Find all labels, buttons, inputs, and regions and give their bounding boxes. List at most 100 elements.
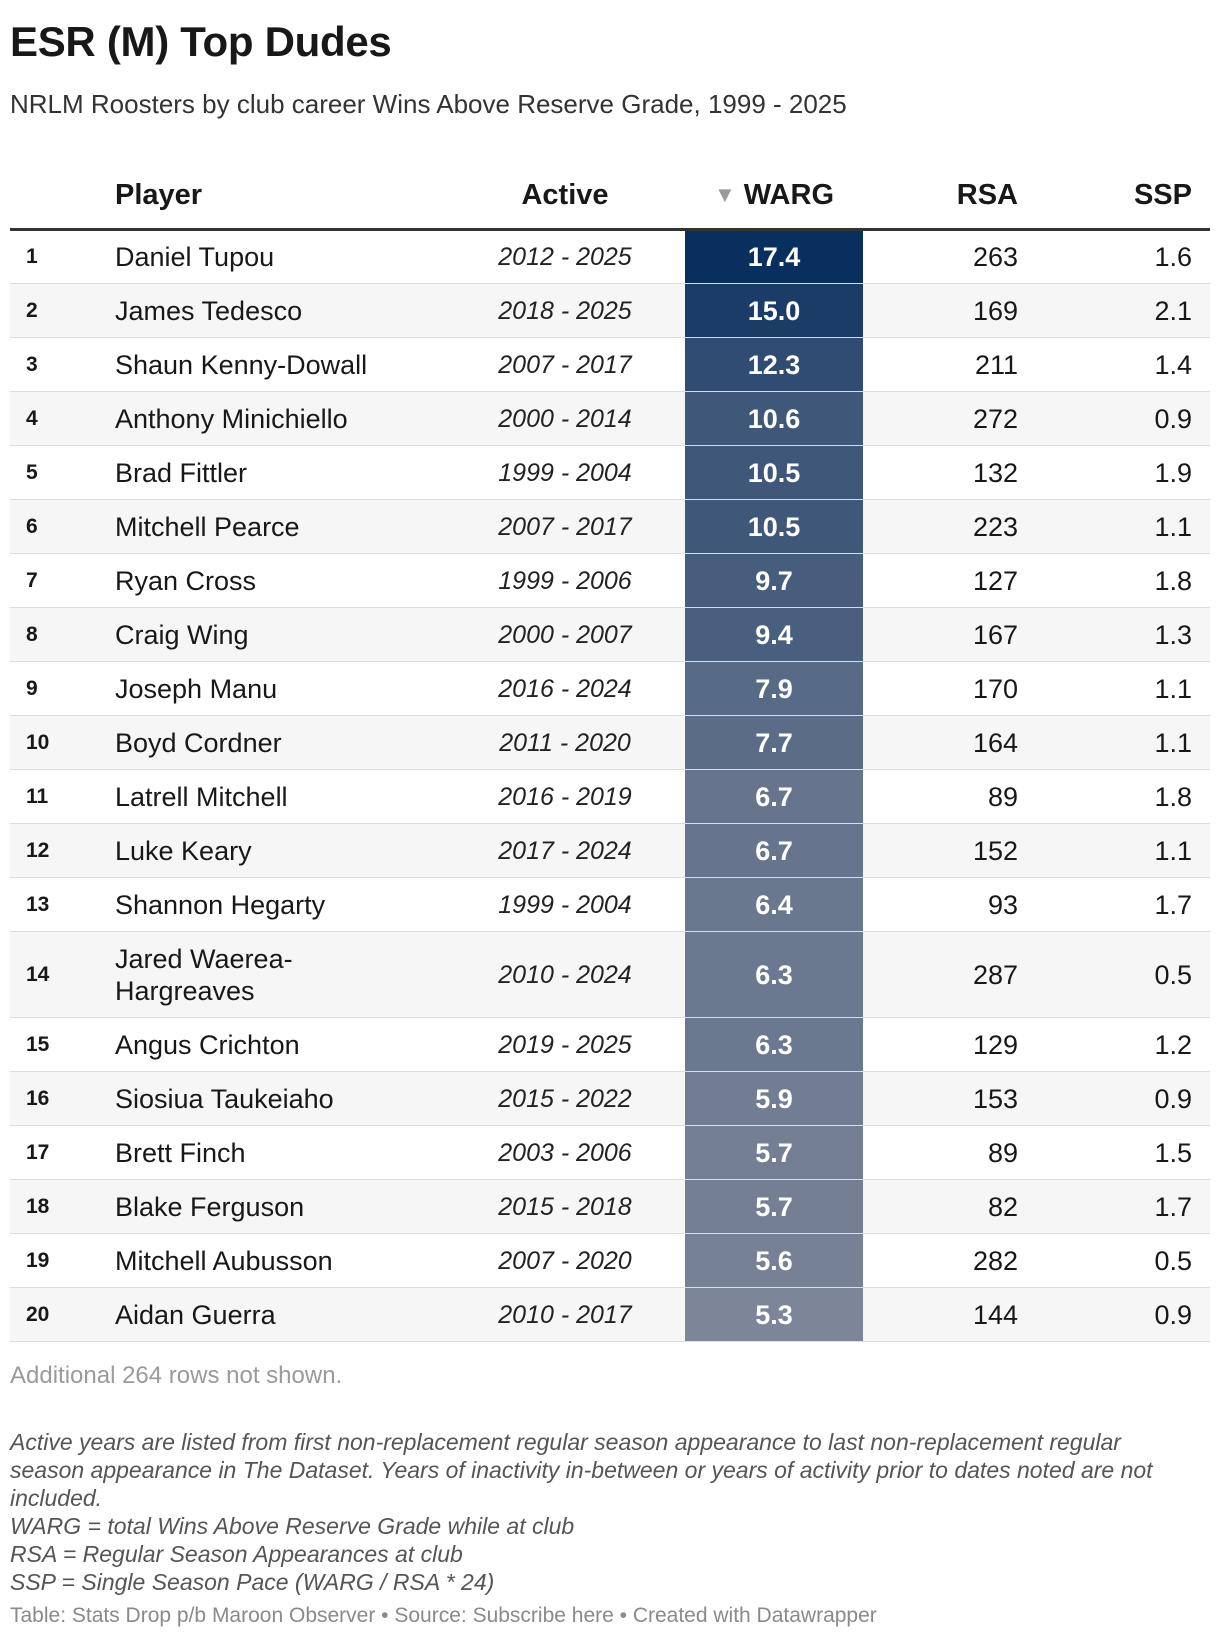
cell-ssp: 1.2	[1154, 1029, 1192, 1060]
chart-title: ESR (M) Top Dudes	[10, 18, 392, 65]
cell-warg: 17.4	[685, 229, 863, 284]
cell-active: 2011 - 2020	[499, 728, 631, 757]
table-row: 20 Aidan Guerra 2010 - 2017 5.3 144 0.9	[10, 1287, 1210, 1342]
table-row: 1 Daniel Tupou 2012 - 2025 17.4 263 1.6	[10, 229, 1210, 284]
sort-down-icon: ▼	[714, 181, 736, 207]
table-row: 16 Siosiua Taukeiaho 2015 - 2022 5.9 153 0.9	[10, 1071, 1210, 1126]
cell-ssp: 1.6	[1154, 242, 1192, 272]
cell-player: Siosiua Taukeiaho	[115, 1083, 334, 1114]
cell-player: Craig Wing	[115, 619, 249, 650]
header-active-label: Active	[521, 178, 609, 211]
table-row: 19 Mitchell Aubusson 2007 - 2020 5.6 282 0.5	[10, 1233, 1210, 1288]
cell-ssp: 1.5	[1154, 1137, 1192, 1168]
cell-warg: 10.5	[685, 499, 863, 554]
cell-ssp: 1.8	[1154, 565, 1192, 596]
cell-active: 2010 - 2017	[498, 1300, 632, 1329]
cell-warg: 5.6	[685, 1233, 863, 1288]
cell-player: Joseph Manu	[115, 673, 278, 704]
cell-active: 2016 - 2019	[498, 782, 632, 811]
header-rsa[interactable]: RSA	[863, 162, 1018, 231]
cell-rsa: 82	[987, 1191, 1018, 1222]
cell-rsa: 164	[972, 727, 1018, 758]
cell-ssp: 0.9	[1154, 1083, 1192, 1114]
cell-warg: 10.5	[685, 445, 863, 500]
cell-rank: 18	[26, 1194, 50, 1218]
header-rsa-label: RSA	[956, 178, 1018, 211]
note-rsa: RSA = Regular Season Appearances at club	[10, 1541, 463, 1567]
note-active-years: Active years are listed from first non-r…	[10, 1429, 1153, 1511]
cell-ssp: 0.9	[1154, 1299, 1192, 1330]
cell-rsa: 153	[972, 1083, 1018, 1114]
cell-player: Shaun Kenny-Dowall	[115, 349, 368, 380]
header-active[interactable]: Active	[445, 162, 685, 231]
cell-ssp: 0.9	[1154, 403, 1192, 434]
cell-rank: 16	[26, 1086, 50, 1110]
cell-warg: 15.0	[685, 283, 863, 338]
cell-player: Boyd Cordner	[115, 727, 282, 758]
cell-rsa: 287	[972, 959, 1018, 990]
cell-ssp: 1.1	[1154, 835, 1192, 866]
cell-warg: 6.3	[685, 1017, 863, 1072]
cell-warg: 5.7	[685, 1125, 863, 1180]
cell-ssp: 1.7	[1154, 889, 1192, 920]
cell-rsa: 144	[972, 1299, 1018, 1330]
cell-warg: 5.3	[685, 1287, 863, 1342]
cell-rsa: 223	[972, 511, 1018, 542]
notes: Active years are listed from first non-r…	[10, 1428, 1190, 1596]
cell-ssp: 1.1	[1154, 727, 1192, 758]
cell-player: Latrell Mitchell	[115, 781, 288, 812]
cell-warg: 6.7	[685, 769, 863, 824]
cell-ssp: 1.1	[1154, 673, 1192, 704]
header-ssp[interactable]: SSP	[1018, 162, 1210, 231]
cell-rsa: 170	[972, 673, 1018, 704]
cell-ssp: 2.1	[1154, 295, 1192, 326]
table-row: 15 Angus Crichton 2019 - 2025 6.3 129 1.2	[10, 1017, 1210, 1072]
cell-active: 2000 - 2007	[498, 620, 632, 649]
cell-active: 2003 - 2006	[498, 1138, 632, 1167]
table-row: 5 Brad Fittler 1999 - 2004 10.5 132 1.9	[10, 445, 1210, 500]
cell-active: 2012 - 2025	[498, 243, 632, 271]
cell-rsa: 89	[987, 1137, 1018, 1168]
table-row: 2 James Tedesco 2018 - 2025 15.0 169 2.1	[10, 283, 1210, 338]
header-ssp-label: SSP	[1133, 178, 1192, 211]
cell-rank: 15	[26, 1032, 50, 1056]
cell-rsa: 282	[972, 1245, 1018, 1276]
cell-rsa: 93	[987, 889, 1018, 920]
cell-rank: 11	[26, 784, 49, 808]
cell-active: 1999 - 2004	[498, 458, 632, 487]
cell-player: Daniel Tupou	[115, 242, 275, 272]
cell-warg: 7.7	[685, 715, 863, 770]
cell-rsa: 127	[972, 565, 1018, 596]
cell-ssp: 1.8	[1154, 781, 1192, 812]
cell-rank: 3	[26, 352, 38, 376]
cell-rank: 20	[26, 1302, 50, 1326]
table-row: 8 Craig Wing 2000 - 2007 9.4 167 1.3	[10, 607, 1210, 662]
cell-player: Mitchell Pearce	[115, 511, 300, 542]
header-player[interactable]: Player	[115, 162, 445, 231]
cell-active: 2010 - 2024	[498, 960, 632, 989]
cell-warg: 6.3	[685, 931, 863, 1018]
cell-player: Anthony Minichiello	[115, 403, 348, 434]
cell-rank: 2	[26, 298, 38, 322]
header-player-label: Player	[115, 178, 203, 211]
note-ssp: SSP = Single Season Pace (WARG / RSA * 2…	[10, 1569, 495, 1595]
cell-active: 2017 - 2024	[498, 836, 632, 865]
rows-not-shown-note: Additional 264 rows not shown.	[10, 1362, 343, 1389]
header-rank	[10, 162, 115, 231]
cell-rank: 19	[26, 1248, 50, 1272]
cell-rank: 17	[26, 1140, 50, 1164]
table-row: 7 Ryan Cross 1999 - 2006 9.7 127 1.8	[10, 553, 1210, 608]
cell-rank: 9	[26, 676, 38, 700]
cell-warg: 12.3	[685, 337, 863, 392]
cell-warg: 7.9	[685, 661, 863, 716]
table-row: 11 Latrell Mitchell 2016 - 2019 6.7 89 1.8	[10, 769, 1210, 824]
table-row: 13 Shannon Hegarty 1999 - 2004 6.4 93 1.7	[10, 877, 1210, 932]
cell-rank: 4	[26, 406, 38, 430]
chart-subtitle: NRLM Roosters by club career Wins Above …	[10, 89, 847, 119]
table-row: 4 Anthony Minichiello 2000 - 2014 10.6 272 0.…	[10, 391, 1210, 446]
cell-player: Angus Crichton	[115, 1029, 300, 1060]
cell-rsa: 263	[972, 242, 1018, 272]
cell-ssp: 1.1	[1154, 511, 1192, 542]
header-warg[interactable]: ▼ WARG	[685, 162, 863, 231]
cell-active: 2019 - 2025	[498, 1030, 632, 1059]
